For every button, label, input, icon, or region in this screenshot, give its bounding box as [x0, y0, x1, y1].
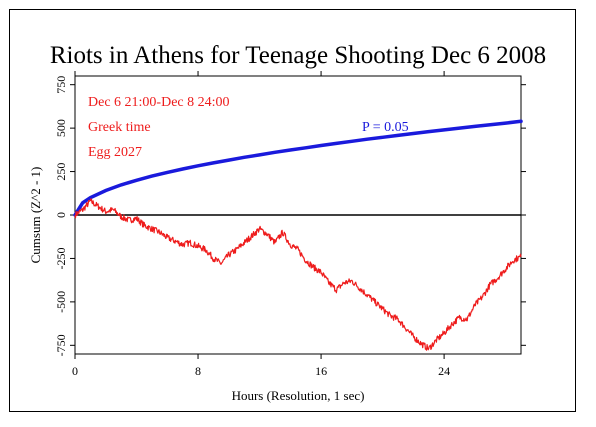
y-tick-label: 250: [54, 163, 68, 181]
x-tick-label: 0: [72, 364, 78, 378]
y-tick-label: 0: [54, 212, 68, 218]
x-tick-label: 16: [315, 364, 327, 378]
annotation-date-range: Dec 6 21:00-Dec 8 24:00: [88, 95, 230, 110]
x-tick-label: 24: [438, 364, 450, 378]
probability-envelope-line: [73, 119, 523, 217]
y-tick-label: -750: [54, 334, 68, 356]
cumsum-series-line: [74, 198, 522, 351]
y-tick-label: 500: [54, 119, 68, 137]
y-tick-label: -250: [54, 247, 68, 269]
annotation-egg: Egg 2027: [88, 145, 142, 160]
y-tick-label: -500: [54, 291, 68, 313]
probability-label: P = 0.05: [362, 120, 409, 135]
x-tick-label: 8: [195, 364, 201, 378]
chart-title: Riots in Athens for Teenage Shooting Dec…: [50, 42, 546, 69]
axis-tick-labels: 0 8 16 24 -750 -500 -250 0 250 500 750: [54, 76, 450, 378]
chart-frame: [9, 9, 576, 412]
y-axis-label: Cumsum (Z^2 - 1): [28, 167, 43, 264]
axis-ticks: [70, 71, 526, 359]
x-axis-label: Hours (Resolution, 1 sec): [232, 388, 365, 403]
annotation-timezone: Greek time: [88, 120, 151, 135]
y-tick-label: 750: [54, 76, 68, 94]
